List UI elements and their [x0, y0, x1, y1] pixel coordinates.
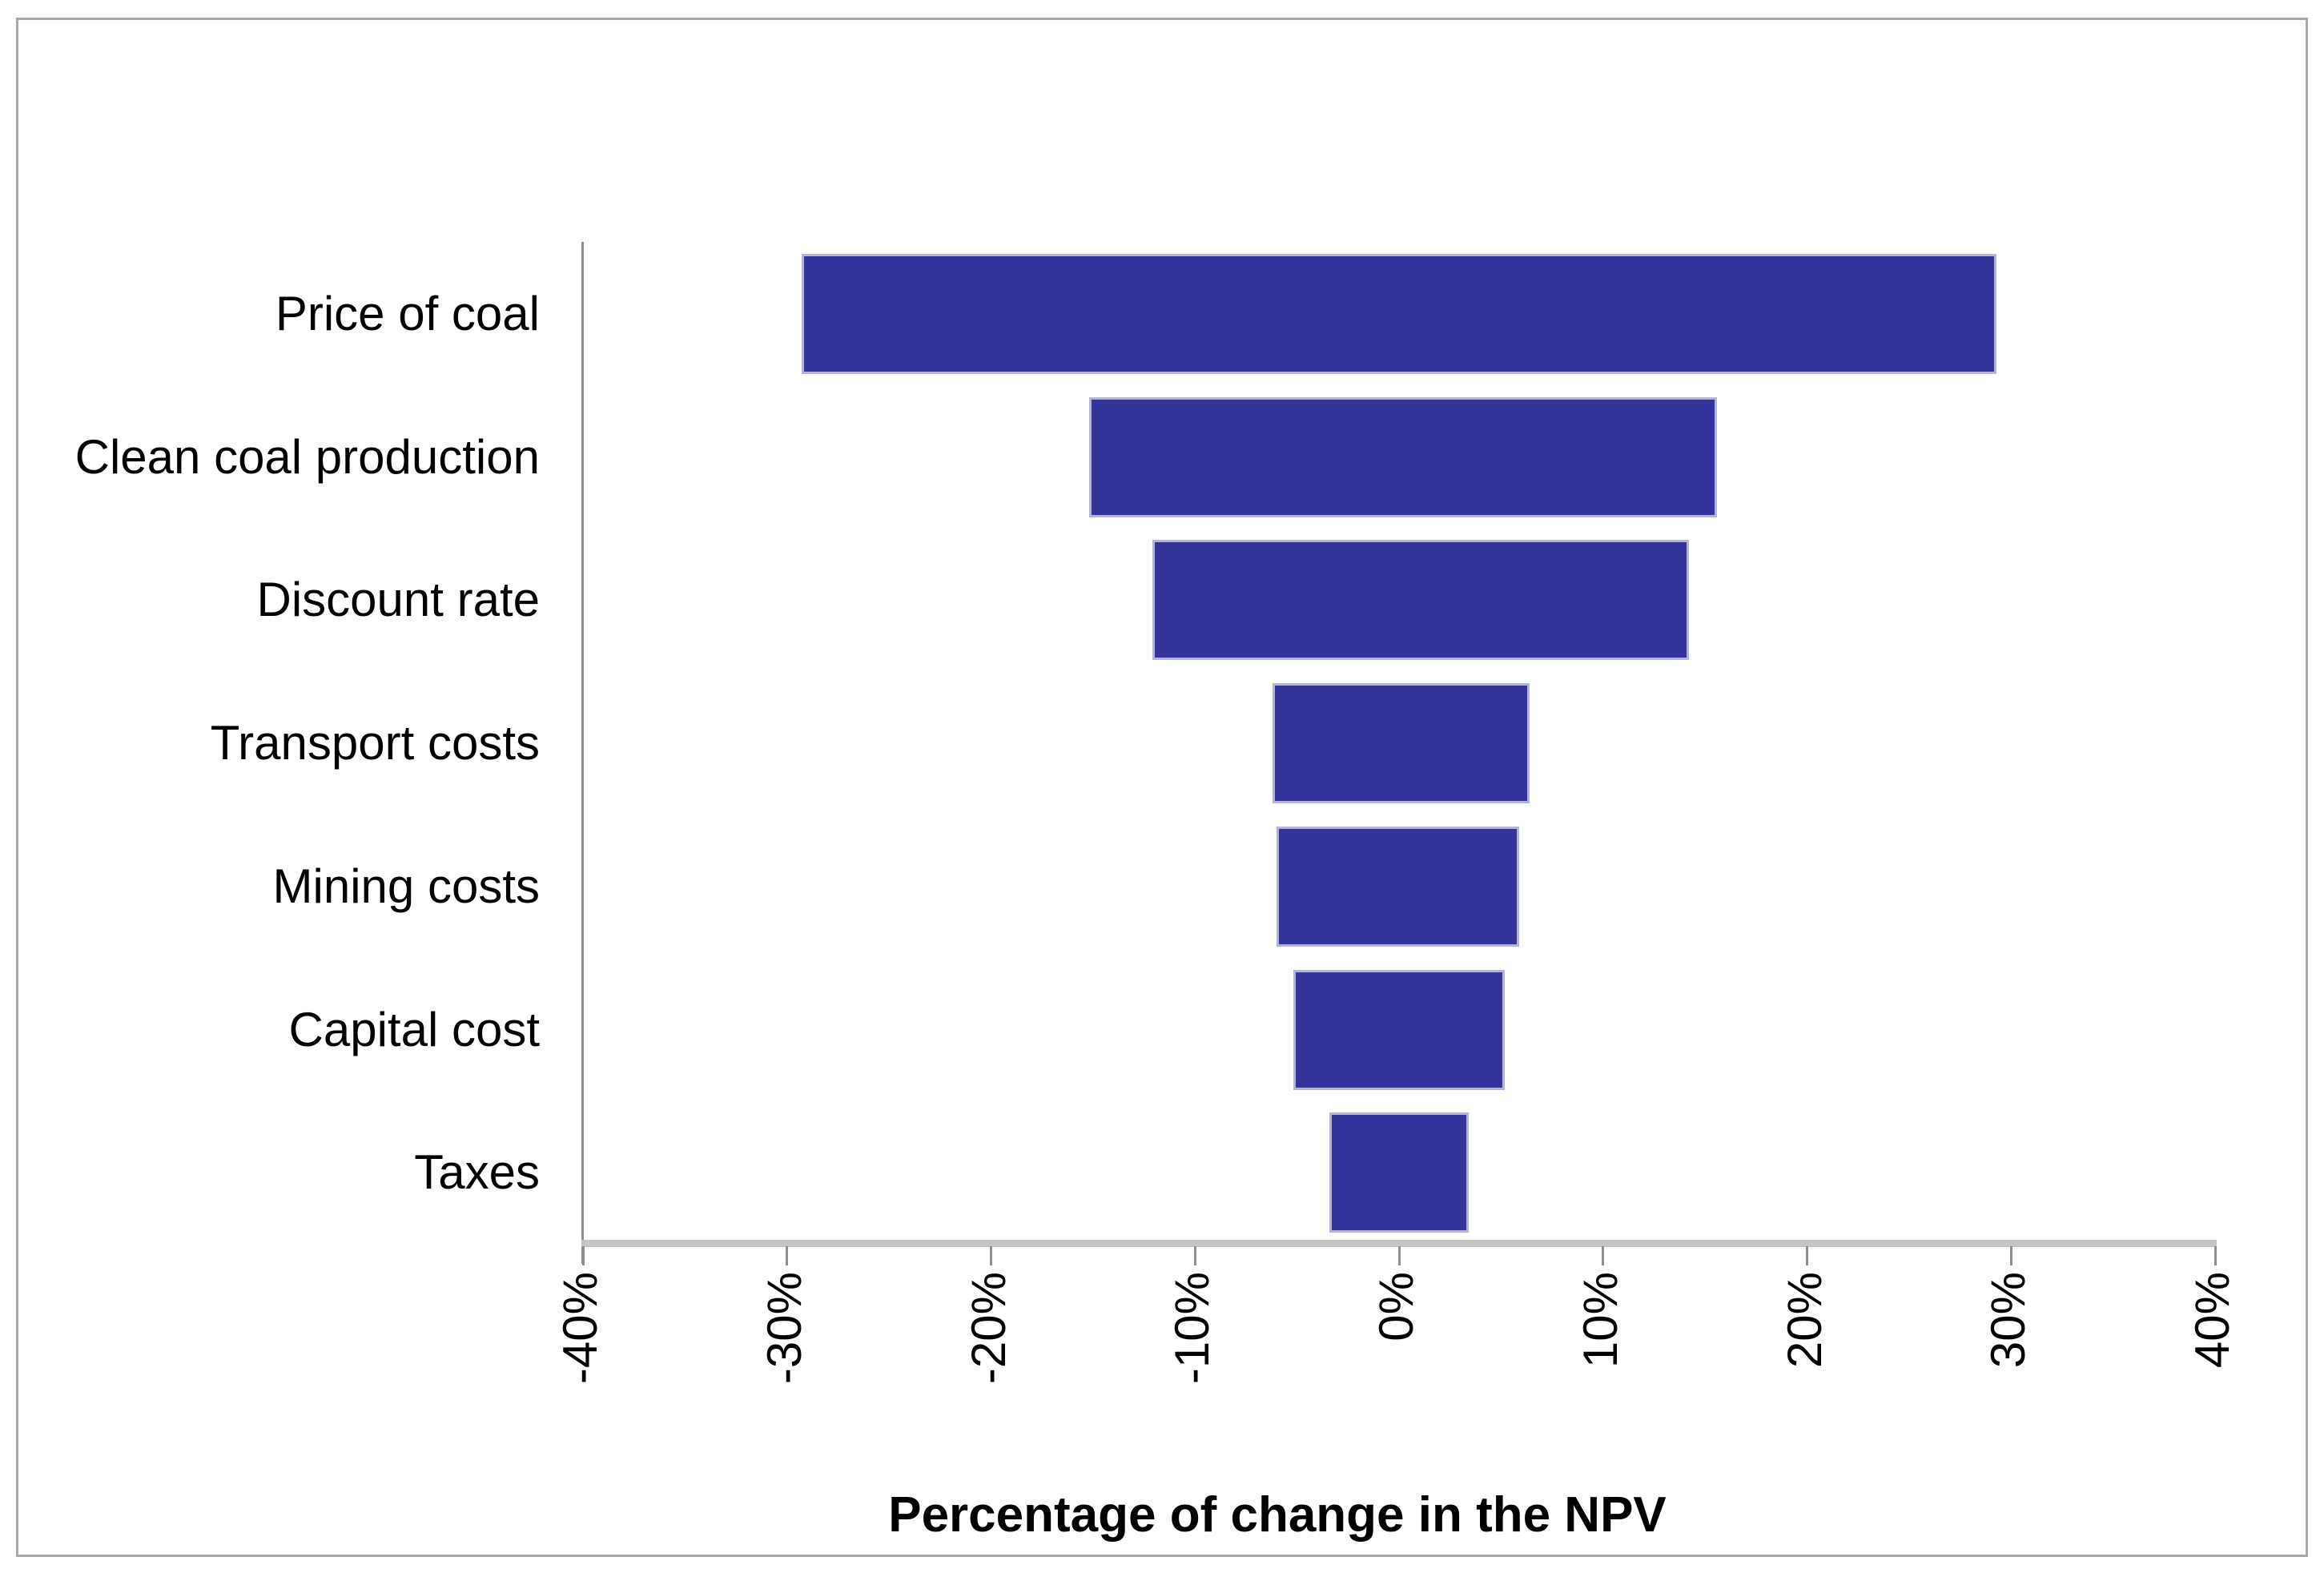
x-axis-tick-label-20: 20% [1777, 1272, 1831, 1369]
x-axis-tick-30 [2009, 1246, 2012, 1265]
x-axis-title: Percentage of change in the NPV [888, 1487, 1667, 1543]
category-label-mining-costs: Mining costs [272, 859, 540, 913]
x-axis-line [581, 1240, 2217, 1247]
x-axis-tick-30 [786, 1246, 789, 1265]
y-axis-line [581, 242, 584, 1264]
bar-discount-rate [1152, 540, 1689, 661]
bar-mining-costs [1277, 826, 1520, 947]
x-axis-tick-20 [990, 1246, 992, 1265]
category-label-transport-costs: Transport costs [210, 716, 540, 770]
category-label-clean-coal-production: Clean coal production [74, 429, 540, 484]
x-axis-tick-label-0: 0% [1369, 1272, 1423, 1342]
x-axis-tick-20 [1806, 1246, 1808, 1265]
x-axis-tick-40 [2213, 1246, 2217, 1265]
bar-taxes [1329, 1112, 1469, 1233]
x-axis-tick-label-30: -30% [757, 1272, 811, 1385]
x-axis-tick-label-40: -40% [553, 1272, 607, 1385]
x-axis-tick-label-10: -10% [1165, 1272, 1220, 1385]
category-label-taxes: Taxes [414, 1145, 540, 1200]
x-axis-tick-40 [581, 1246, 585, 1265]
x-axis-tick-label-10: 10% [1573, 1272, 1627, 1369]
x-axis-tick-10 [1193, 1246, 1196, 1265]
x-axis-tick-label-20: -20% [961, 1272, 1015, 1385]
category-label-capital-cost: Capital cost [288, 1002, 540, 1056]
bar-capital-cost [1293, 969, 1506, 1090]
category-label-discount-rate: Discount rate [256, 573, 541, 627]
bar-transport-costs [1273, 683, 1530, 804]
x-axis-tick-label-40: 40% [2185, 1272, 2239, 1369]
category-label-price-of-coal: Price of coal [275, 287, 540, 340]
bar-price-of-coal [801, 254, 1997, 374]
x-axis-tick-0 [1397, 1246, 1401, 1265]
bar-clean-coal-production [1088, 396, 1718, 517]
x-axis-tick-label-30: 30% [1981, 1272, 2036, 1369]
x-axis-tick-10 [1602, 1246, 1605, 1265]
